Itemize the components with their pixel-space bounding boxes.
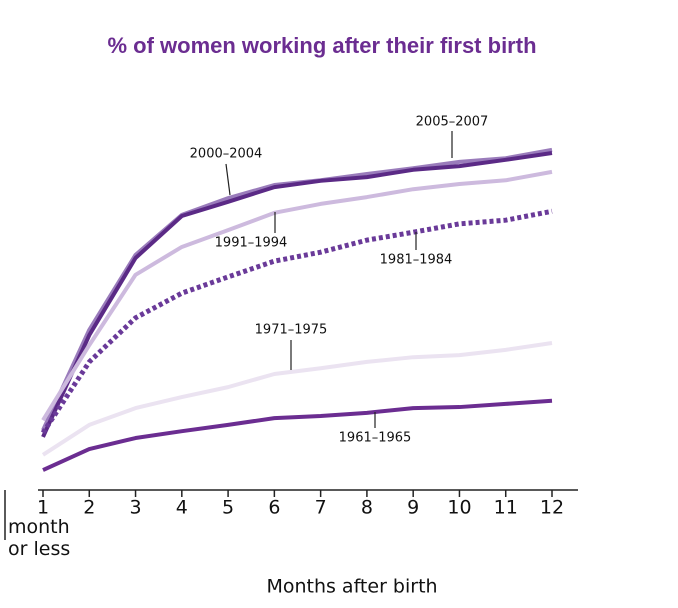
x-tick-label: 11 — [494, 497, 518, 519]
x-tick-label: 6 — [268, 497, 280, 519]
series-line — [41, 169, 553, 422]
series-line — [42, 398, 553, 472]
x-tick-label: 2 — [83, 497, 95, 519]
series-line — [41, 341, 553, 457]
x-tick-label: 10 — [447, 497, 471, 519]
series-label: 1961–1965 — [339, 431, 412, 446]
series-line — [41, 151, 553, 438]
x-tick-label: 5 — [222, 497, 234, 519]
series-label: 1971–1975 — [255, 323, 328, 338]
annotation: month or less — [8, 516, 71, 560]
x-tick-label: 3 — [129, 497, 141, 519]
x-tick-label: 12 — [540, 497, 564, 519]
x-tick-label: 7 — [315, 497, 327, 519]
series-label: 1981–1984 — [380, 253, 453, 268]
series-label: 2005–2007 — [416, 115, 489, 130]
x-tick-label: 1 — [37, 497, 49, 519]
series-label: 1991–1994 — [215, 236, 288, 251]
x-tick-label: 8 — [361, 497, 373, 519]
x-tick-label: 9 — [407, 497, 419, 519]
chart-title: % of women working after their first bir… — [107, 33, 536, 58]
series-line — [40, 208, 553, 435]
annotation-box: month or less — [8, 516, 71, 560]
x-tick-label: 4 — [176, 497, 188, 519]
series-label: 2000–2004 — [190, 147, 263, 162]
series-line — [41, 147, 553, 431]
label-leader — [225, 163, 231, 196]
x-axis-label: Months after birth — [266, 576, 437, 598]
